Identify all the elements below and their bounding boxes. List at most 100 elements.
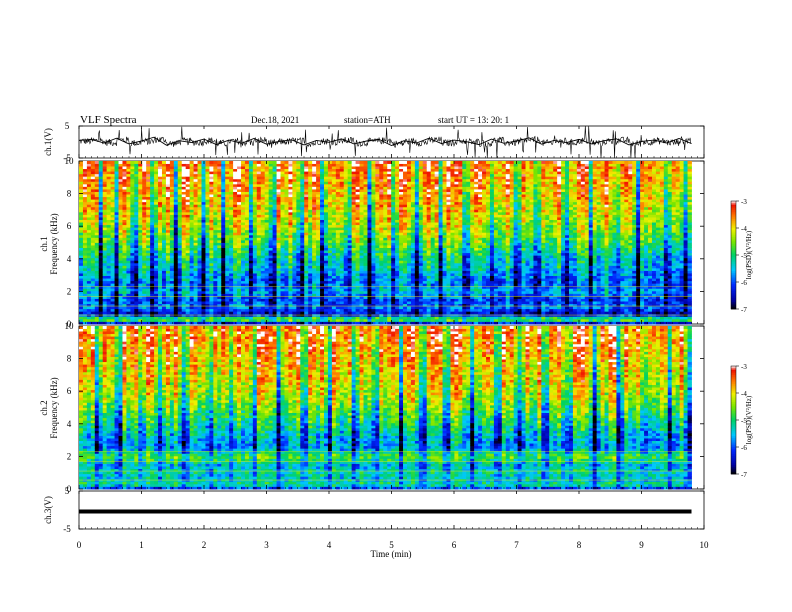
spectrogram-cell: [106, 265, 112, 269]
spectrogram-cell: [244, 298, 250, 302]
spectrogram-cell: [161, 255, 167, 259]
spectrogram-cell: [371, 222, 376, 226]
spectrogram-cell: [331, 270, 337, 274]
spectrogram-cell: [165, 201, 171, 205]
spectrogram-cell: [296, 183, 301, 187]
spectrogram-cell: [237, 318, 242, 322]
spectrogram-cell: [256, 311, 262, 315]
spectrogram-cell: [205, 247, 210, 251]
spectrogram-cell: [367, 224, 372, 228]
spectrogram-cell: [248, 247, 254, 251]
spectrogram-cell: [233, 278, 238, 282]
spectrogram-cell: [86, 301, 92, 305]
spectrogram-cell: [237, 293, 242, 297]
spectrogram-cell: [304, 295, 309, 299]
spectrogram-cell: [193, 267, 198, 271]
spectrogram-cell: [90, 178, 96, 182]
spectrogram-cell: [134, 265, 139, 269]
spectrogram-cell: [248, 206, 254, 210]
spectrogram-cell: [197, 250, 202, 254]
spectrogram-cell: [209, 183, 214, 187]
spectrogram-cell: [241, 265, 246, 269]
spectrogram-cell: [122, 204, 127, 208]
spectrogram-cell: [248, 166, 254, 170]
spectrogram-cell: [118, 191, 123, 195]
spectrogram-cell: [304, 196, 309, 200]
spectrogram-cell: [264, 293, 270, 297]
spectrogram-cell: [375, 189, 380, 192]
spectrogram-cell: [343, 267, 349, 271]
spectrogram-cell: [181, 222, 187, 226]
spectrogram-cell: [134, 196, 139, 200]
spectrogram-cell: [241, 183, 246, 187]
spectrogram-cell: [169, 191, 175, 195]
spectrogram-cell: [102, 275, 108, 279]
spectrogram-cell: [106, 295, 112, 299]
spectrogram-cell: [327, 176, 333, 180]
spectrogram-cell: [118, 303, 123, 307]
spectrogram-cell: [331, 176, 337, 180]
spectrogram-cell: [288, 217, 293, 220]
spectrogram-cell: [363, 306, 368, 310]
spectrogram-cell: [284, 229, 289, 233]
spectrogram-cell: [248, 265, 254, 269]
spectrogram-cell: [339, 206, 345, 210]
spectrogram-cell: [158, 311, 163, 315]
spectrogram-cell: [359, 293, 364, 297]
spectrogram-cell: [304, 311, 309, 315]
spectrogram-cell: [296, 168, 301, 172]
spectrogram-cell: [284, 204, 289, 208]
spectrogram-cell: [244, 278, 250, 282]
spectrogram-cell: [375, 186, 380, 190]
spectrogram-cell: [114, 318, 119, 322]
spectrogram-cell: [383, 245, 388, 248]
spectrogram-cell: [359, 247, 364, 251]
spectrogram-cell: [276, 173, 281, 177]
spectrogram-cell: [324, 168, 329, 172]
spectrogram-cell: [359, 204, 364, 208]
spectrogram-cell: [233, 224, 238, 228]
spectrogram-cell: [213, 301, 218, 305]
spectrogram-cell: [363, 318, 368, 322]
spectrogram-cell: [79, 280, 84, 284]
spectrogram-cell: [324, 255, 329, 259]
spectrogram-cell: [339, 318, 345, 322]
spectrogram-cell: [102, 283, 108, 287]
spectrogram-cell: [351, 262, 357, 266]
spectrogram-cell: [359, 178, 364, 182]
spectrogram-cell: [324, 265, 329, 269]
spectrogram-cell: [185, 201, 191, 205]
spectrogram-cell: [161, 278, 167, 282]
spectrogram-cell: [237, 194, 242, 198]
spectrogram-cell: [90, 189, 96, 192]
spectrogram-cell: [276, 183, 281, 187]
spectrogram-cell: [79, 295, 84, 299]
spectrogram-cell: [383, 250, 388, 254]
spectrogram-cell: [241, 267, 246, 271]
spectrogram-cell: [221, 181, 226, 185]
spectrogram-cell: [146, 283, 151, 287]
spectrogram-cell: [233, 227, 238, 231]
spectrogram-cell: [177, 191, 183, 195]
spectrogram-cell: [300, 239, 305, 243]
spectrogram-cell: [165, 273, 171, 277]
spectrogram-cell: [367, 316, 372, 320]
spectrogram-cell: [252, 227, 258, 231]
spectrogram-cell: [252, 181, 258, 185]
spectrogram-cell: [165, 285, 171, 289]
spectrogram-cell: [90, 217, 96, 220]
spectrogram-cell: [138, 217, 143, 220]
spectrogram-cell: [296, 255, 301, 259]
spectrogram-cell: [371, 295, 376, 299]
spectrogram-cell: [221, 290, 226, 294]
spectrogram-cell: [106, 222, 112, 226]
spectrogram-cell: [201, 214, 206, 218]
spectrogram-cell: [375, 214, 380, 218]
spectrogram-cell: [327, 224, 333, 228]
spectrogram-cell: [229, 232, 234, 236]
spectrogram-cell: [102, 206, 108, 210]
spectrogram-cell: [288, 176, 293, 180]
spectrogram-cell: [324, 285, 329, 289]
spectrogram-cell: [209, 298, 214, 302]
spectrogram-cell: [371, 280, 376, 284]
